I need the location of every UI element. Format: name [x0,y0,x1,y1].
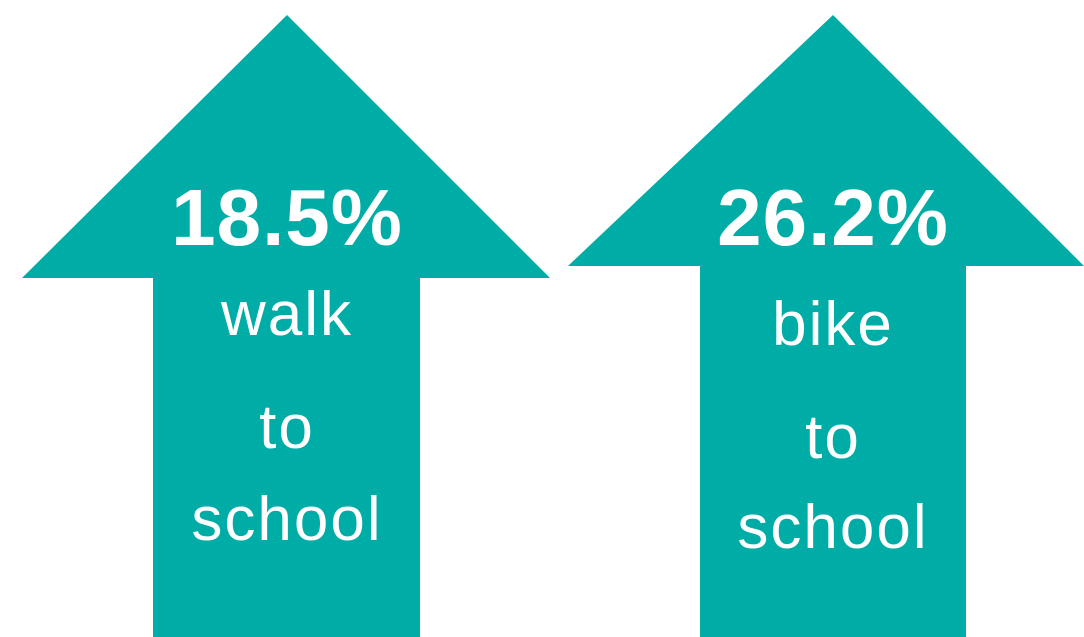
label-line: to [805,403,861,472]
percent: 26.2% [717,173,949,262]
label-line: school [737,493,928,562]
percent: 18.5% [171,173,403,262]
arrow [22,15,550,637]
arrow [568,15,1084,637]
label-line: walk [220,280,353,349]
label-line: to [259,393,315,462]
label-line: bike [772,290,894,359]
label-line: school [191,485,382,554]
